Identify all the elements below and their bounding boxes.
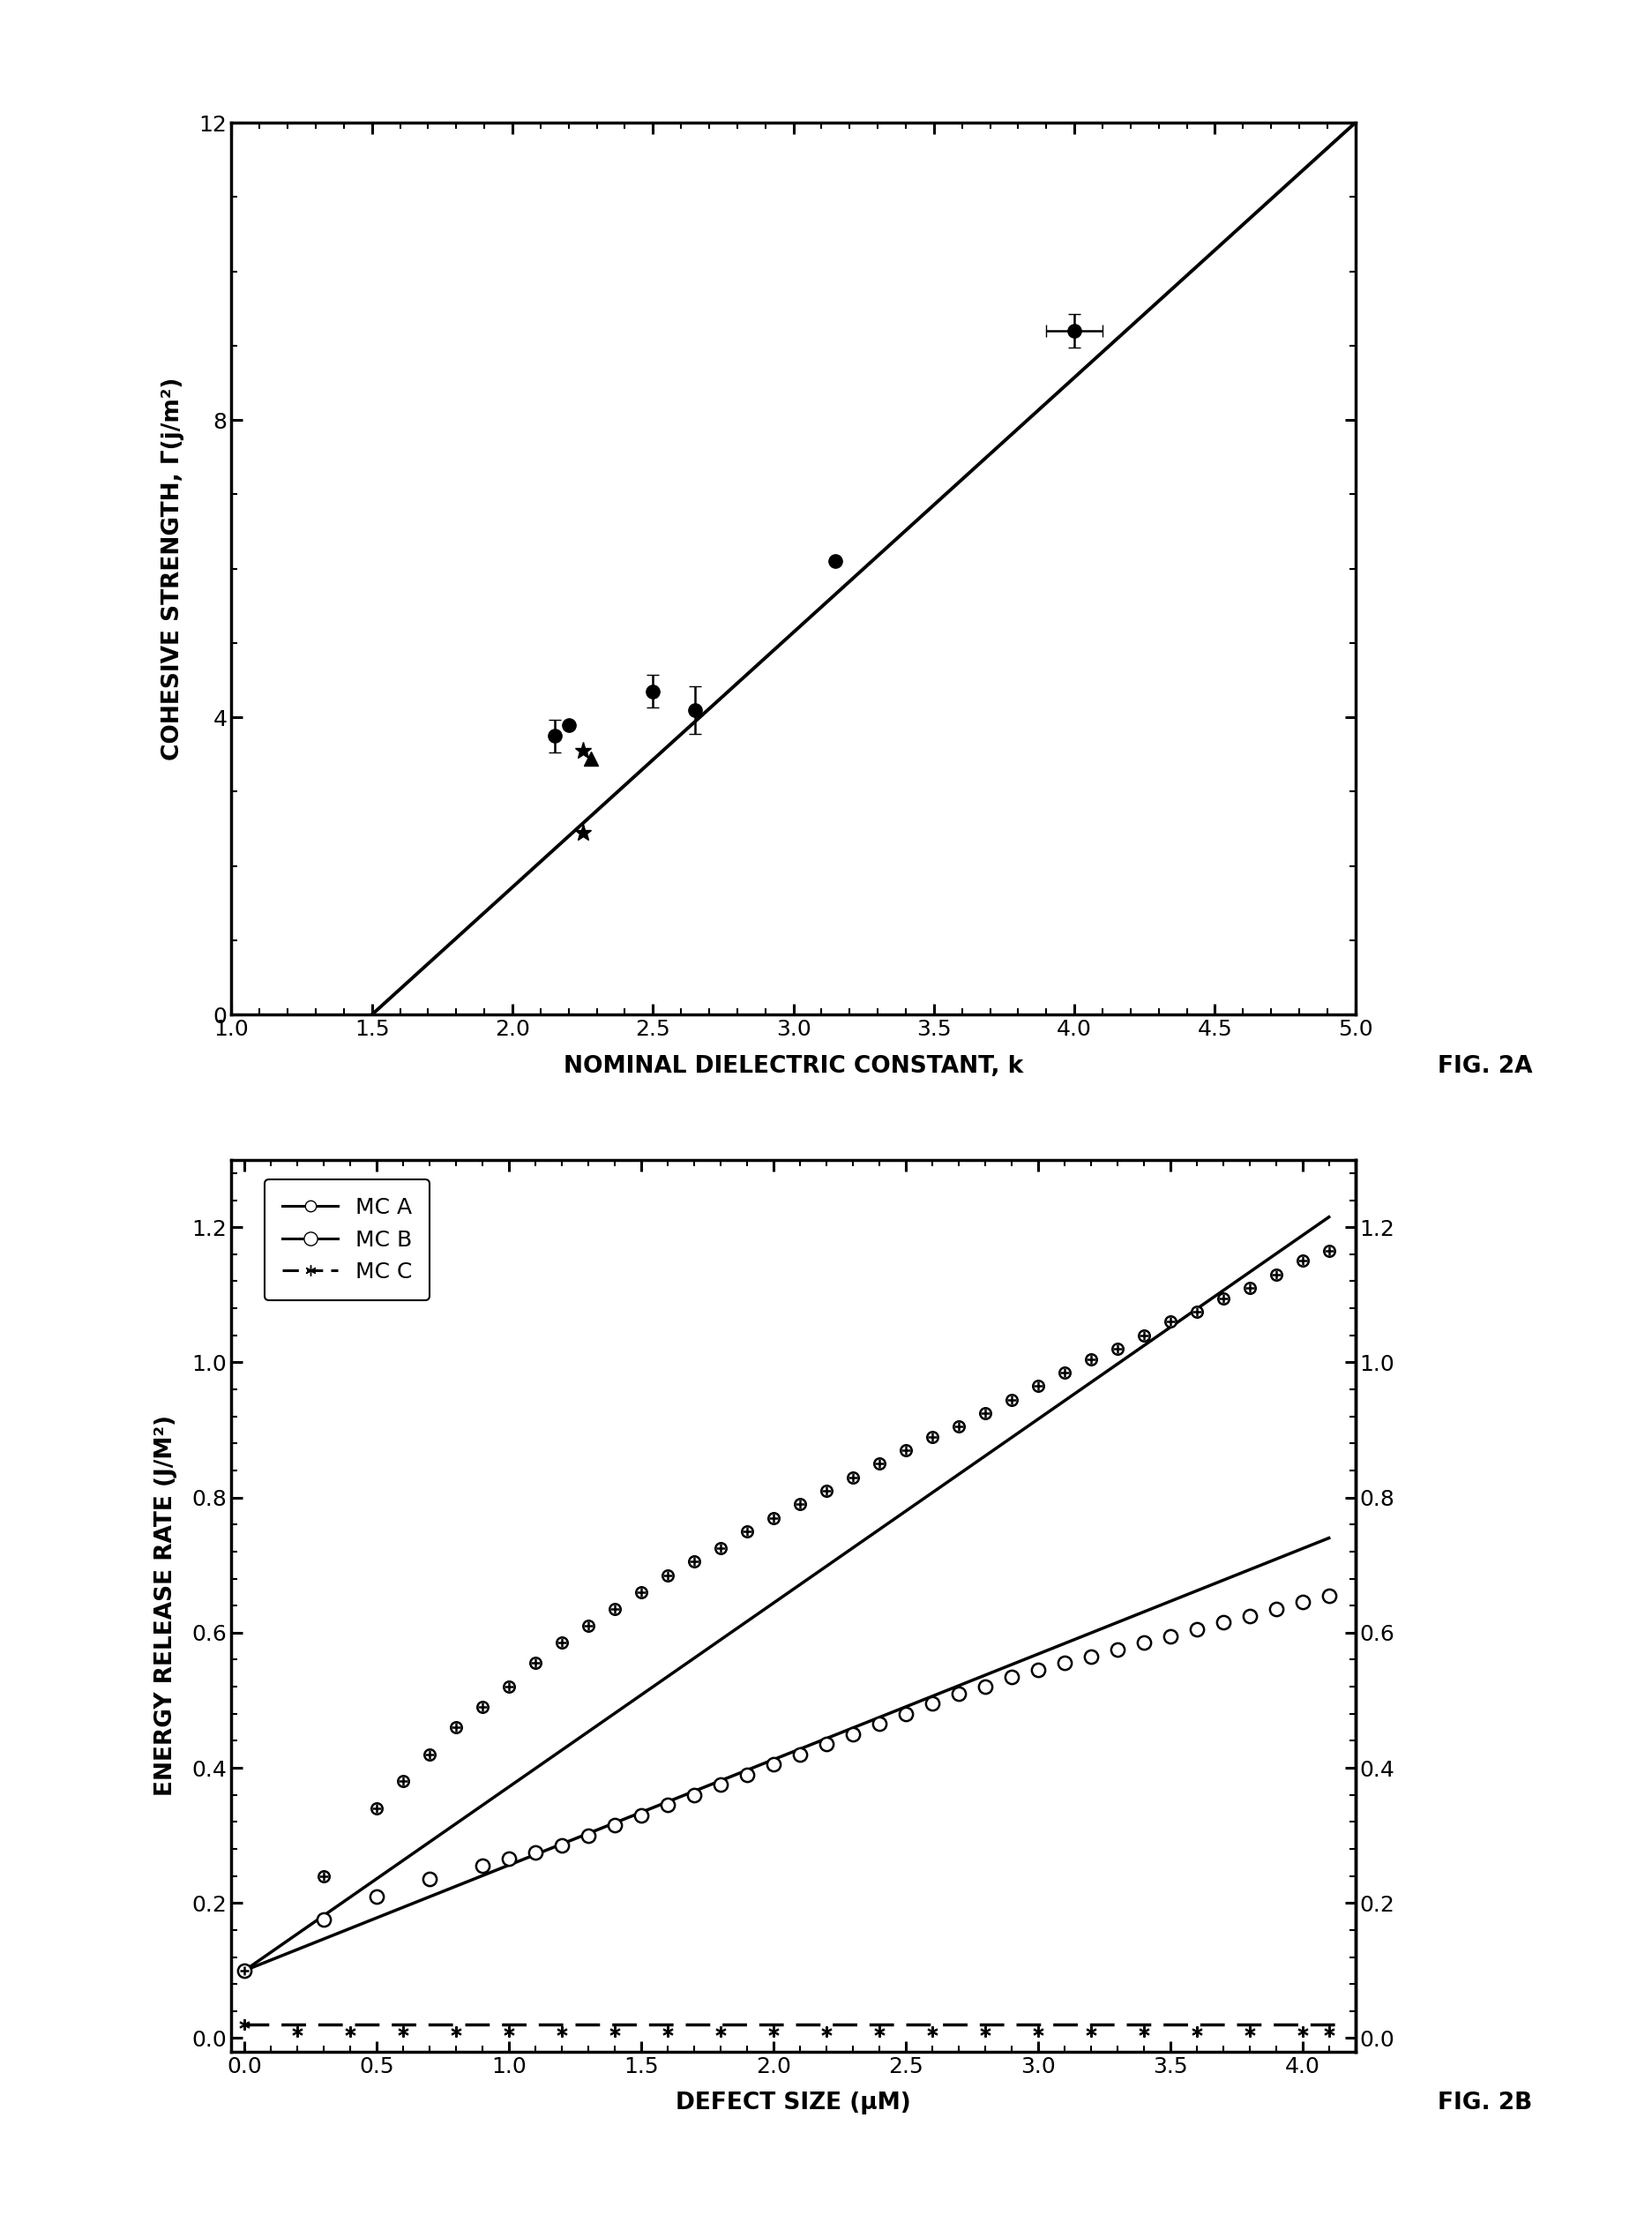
Text: FIG. 2A: FIG. 2A	[1437, 1055, 1531, 1077]
X-axis label: DEFECT SIZE (μM): DEFECT SIZE (μM)	[676, 2092, 910, 2114]
Legend: MC A, MC B, MC C: MC A, MC B, MC C	[264, 1180, 430, 1300]
Y-axis label: COHESIVE STRENGTH, Γ(j/m²): COHESIVE STRENGTH, Γ(j/m²)	[162, 377, 185, 760]
X-axis label: NOMINAL DIELECTRIC CONSTANT, k: NOMINAL DIELECTRIC CONSTANT, k	[563, 1055, 1023, 1077]
Y-axis label: ENERGY RELEASE RATE (J/M²): ENERGY RELEASE RATE (J/M²)	[154, 1416, 177, 1795]
Text: FIG. 2B: FIG. 2B	[1437, 2092, 1531, 2114]
